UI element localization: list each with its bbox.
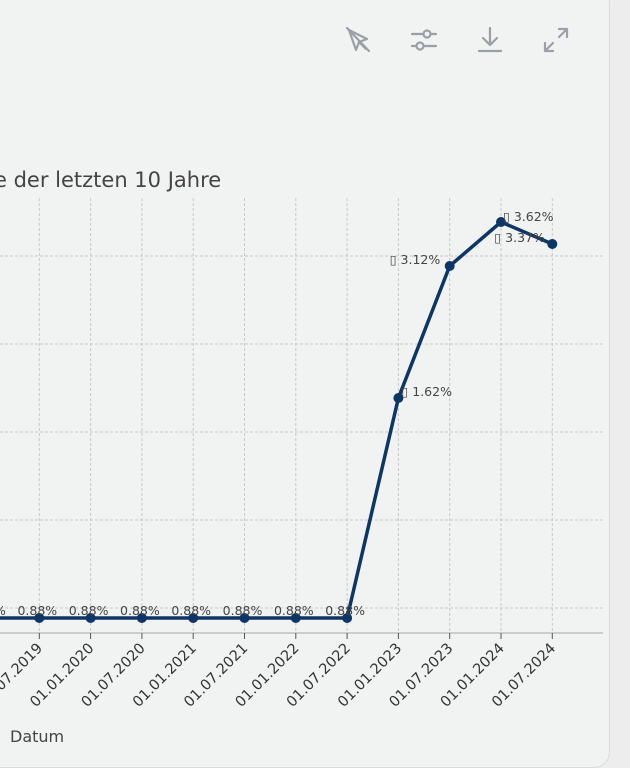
data-point bbox=[85, 613, 96, 623]
data-label: ▯ 1.62% bbox=[401, 384, 452, 399]
line-chart: 201901.07.201901.01.202001.07.202001.01.… bbox=[0, 198, 603, 746]
fullscreen-button[interactable] bbox=[538, 22, 574, 58]
data-point bbox=[188, 613, 199, 623]
pointer-off-button[interactable] bbox=[340, 22, 376, 58]
data-point bbox=[444, 261, 455, 271]
chart-card bbox=[0, 0, 610, 768]
series-line bbox=[0, 220, 553, 620]
download-button[interactable] bbox=[472, 22, 508, 58]
data-label: 0.88% bbox=[171, 603, 211, 618]
pointer-off-icon bbox=[345, 26, 371, 53]
sliders-icon bbox=[410, 29, 438, 51]
data-point bbox=[393, 393, 404, 403]
data-label: 0.88% bbox=[120, 603, 160, 618]
data-label: ▯ 3.37% bbox=[494, 230, 545, 245]
data-label: ▯ 3.12% bbox=[390, 252, 441, 267]
settings-sliders-button[interactable] bbox=[406, 22, 442, 58]
data-label: 0.88% bbox=[274, 603, 314, 618]
data-label: ▯ 3.62% bbox=[503, 209, 554, 224]
chart-toolbar bbox=[340, 22, 574, 58]
data-label: 0.88% bbox=[223, 603, 263, 618]
data-label: 0.88% bbox=[0, 603, 6, 618]
data-label: 0.88% bbox=[17, 603, 57, 618]
data-label: 0.88% bbox=[325, 603, 365, 618]
data-point bbox=[547, 239, 558, 249]
data-point bbox=[239, 613, 250, 623]
data-point bbox=[34, 613, 45, 623]
data-point bbox=[496, 217, 506, 227]
x-axis-label: Datum bbox=[10, 727, 64, 746]
download-icon bbox=[477, 26, 503, 53]
data-point bbox=[342, 613, 353, 623]
chart-title: e der letzten 10 Jahre bbox=[0, 168, 222, 192]
fullscreen-icon bbox=[543, 27, 569, 53]
data-point bbox=[290, 613, 301, 623]
data-label: 0.88% bbox=[69, 603, 109, 618]
data-point bbox=[136, 613, 147, 623]
